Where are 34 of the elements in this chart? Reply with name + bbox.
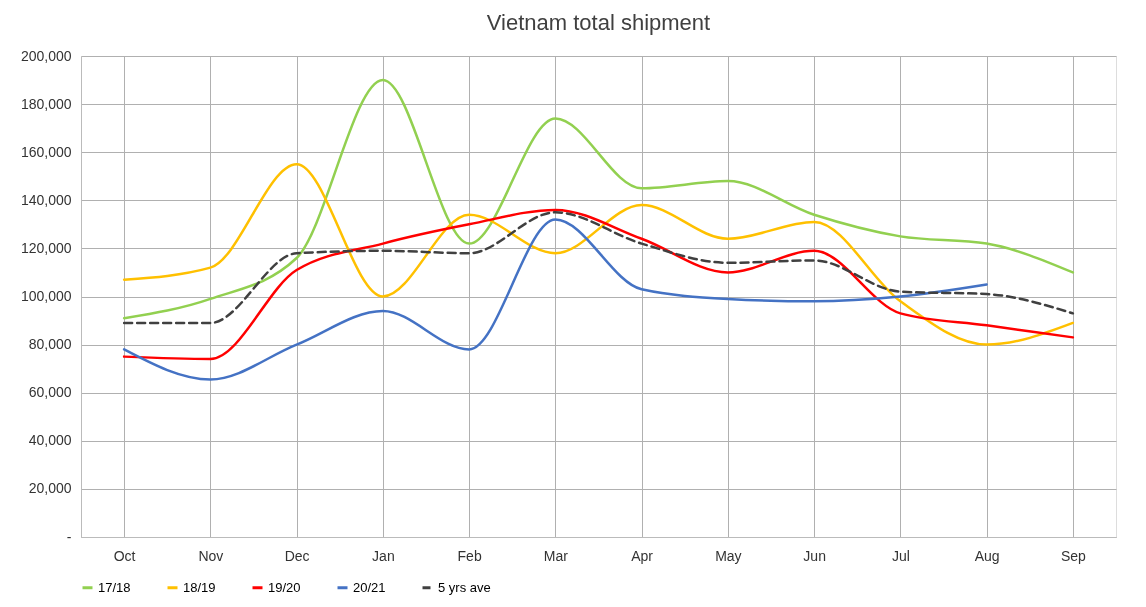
x-tick-label: Dec bbox=[284, 547, 310, 564]
x-tick-label: Mar bbox=[543, 547, 569, 564]
legend-label: 19/20 bbox=[268, 579, 301, 595]
line-series bbox=[122, 211, 1075, 325]
x-tick-label: Sep bbox=[1060, 547, 1087, 564]
chart-title: Vietnam total shipment bbox=[486, 10, 711, 35]
y-tick-label: 40,000 bbox=[28, 432, 72, 449]
x-tick-label: Jan bbox=[372, 547, 395, 564]
y-tick-label: 140,000 bbox=[20, 191, 72, 208]
legend-label: 17/18 bbox=[98, 579, 131, 595]
y-tick-label: 20,000 bbox=[28, 480, 72, 497]
x-tick-label: Nov bbox=[198, 547, 224, 564]
y-tick-label: - bbox=[66, 528, 72, 545]
line-series bbox=[122, 78, 1075, 320]
line-series bbox=[122, 162, 1075, 346]
x-tick-label: Oct bbox=[113, 547, 136, 564]
x-tick-label: Jul bbox=[891, 547, 910, 564]
x-tick-label: Aug bbox=[974, 547, 1000, 564]
x-tick-label: May bbox=[715, 547, 742, 564]
x-tick-label: Feb bbox=[457, 547, 482, 564]
y-tick-label: 80,000 bbox=[28, 336, 72, 353]
line-series bbox=[122, 218, 988, 381]
legend-label: 20/21 bbox=[353, 579, 386, 595]
legend-label: 18/19 bbox=[183, 579, 216, 595]
x-tick-label: Jun bbox=[803, 547, 826, 564]
y-tick-label: 200,000 bbox=[20, 47, 72, 64]
y-tick-label: 120,000 bbox=[20, 239, 72, 256]
legend-label: 5 yrs ave bbox=[438, 579, 491, 595]
y-tick-label: 60,000 bbox=[28, 384, 72, 401]
y-tick-label: 100,000 bbox=[20, 288, 72, 304]
y-tick-label: 160,000 bbox=[20, 143, 72, 160]
y-tick-label: 180,000 bbox=[20, 95, 72, 112]
line-series bbox=[122, 208, 1075, 361]
x-tick-label: Apr bbox=[631, 547, 654, 564]
